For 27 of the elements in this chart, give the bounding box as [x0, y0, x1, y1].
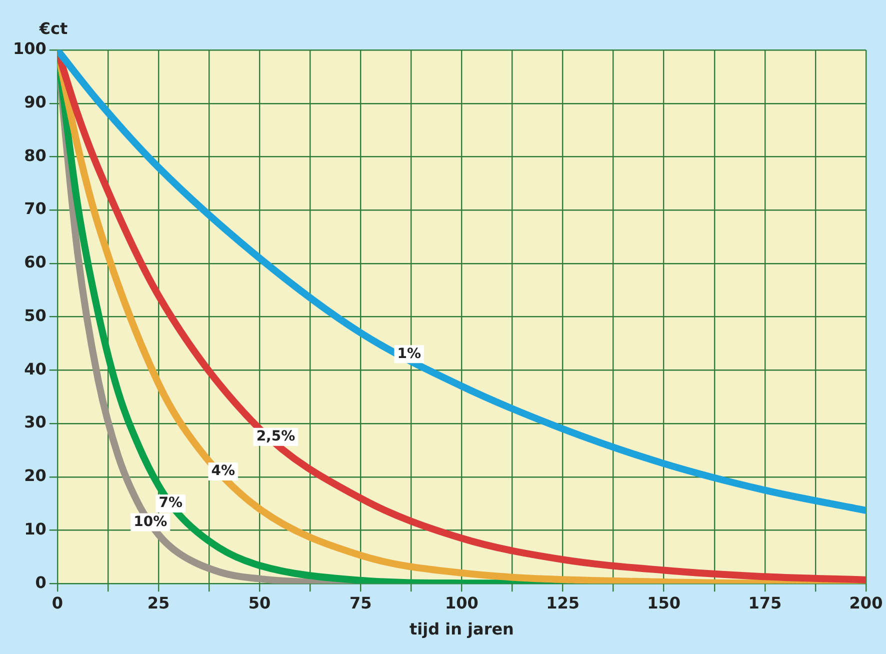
y-tick-label: 20 [24, 466, 46, 486]
x-tick-label: 175 [748, 593, 782, 612]
x-tick-label: 150 [647, 593, 681, 612]
y-tick-label: 60 [24, 252, 46, 272]
x-tick-label: 125 [546, 593, 580, 612]
y-tick-label: 100 [12, 39, 46, 58]
annotation: 7% [158, 495, 182, 512]
y-tick-label: 90 [24, 92, 46, 112]
annotation: 4% [211, 463, 236, 480]
x-tick-label: 75 [349, 593, 372, 612]
annotation: 10% [134, 514, 168, 530]
annotation: 1% [397, 346, 422, 362]
x-tick-label: 100 [444, 593, 478, 612]
y-tick-label: 80 [24, 146, 46, 165]
y-tick-label: 50 [24, 306, 46, 325]
y-tick-label: 40 [24, 359, 46, 378]
x-tick-label: 50 [248, 593, 271, 612]
x-axis-title: tijd in jaren [409, 620, 514, 639]
y-axis-title: €ct [38, 19, 68, 38]
x-tick-label: 0 [52, 593, 63, 612]
y-tick-label: 30 [24, 412, 46, 432]
y-tick-label: 70 [24, 199, 46, 218]
y-tick-label: 0 [35, 572, 46, 592]
x-tick-label: 200 [849, 593, 883, 612]
y-tick-label: 10 [24, 519, 46, 538]
annotation: 2,5% [256, 428, 296, 444]
x-tick-label: 25 [147, 593, 170, 612]
